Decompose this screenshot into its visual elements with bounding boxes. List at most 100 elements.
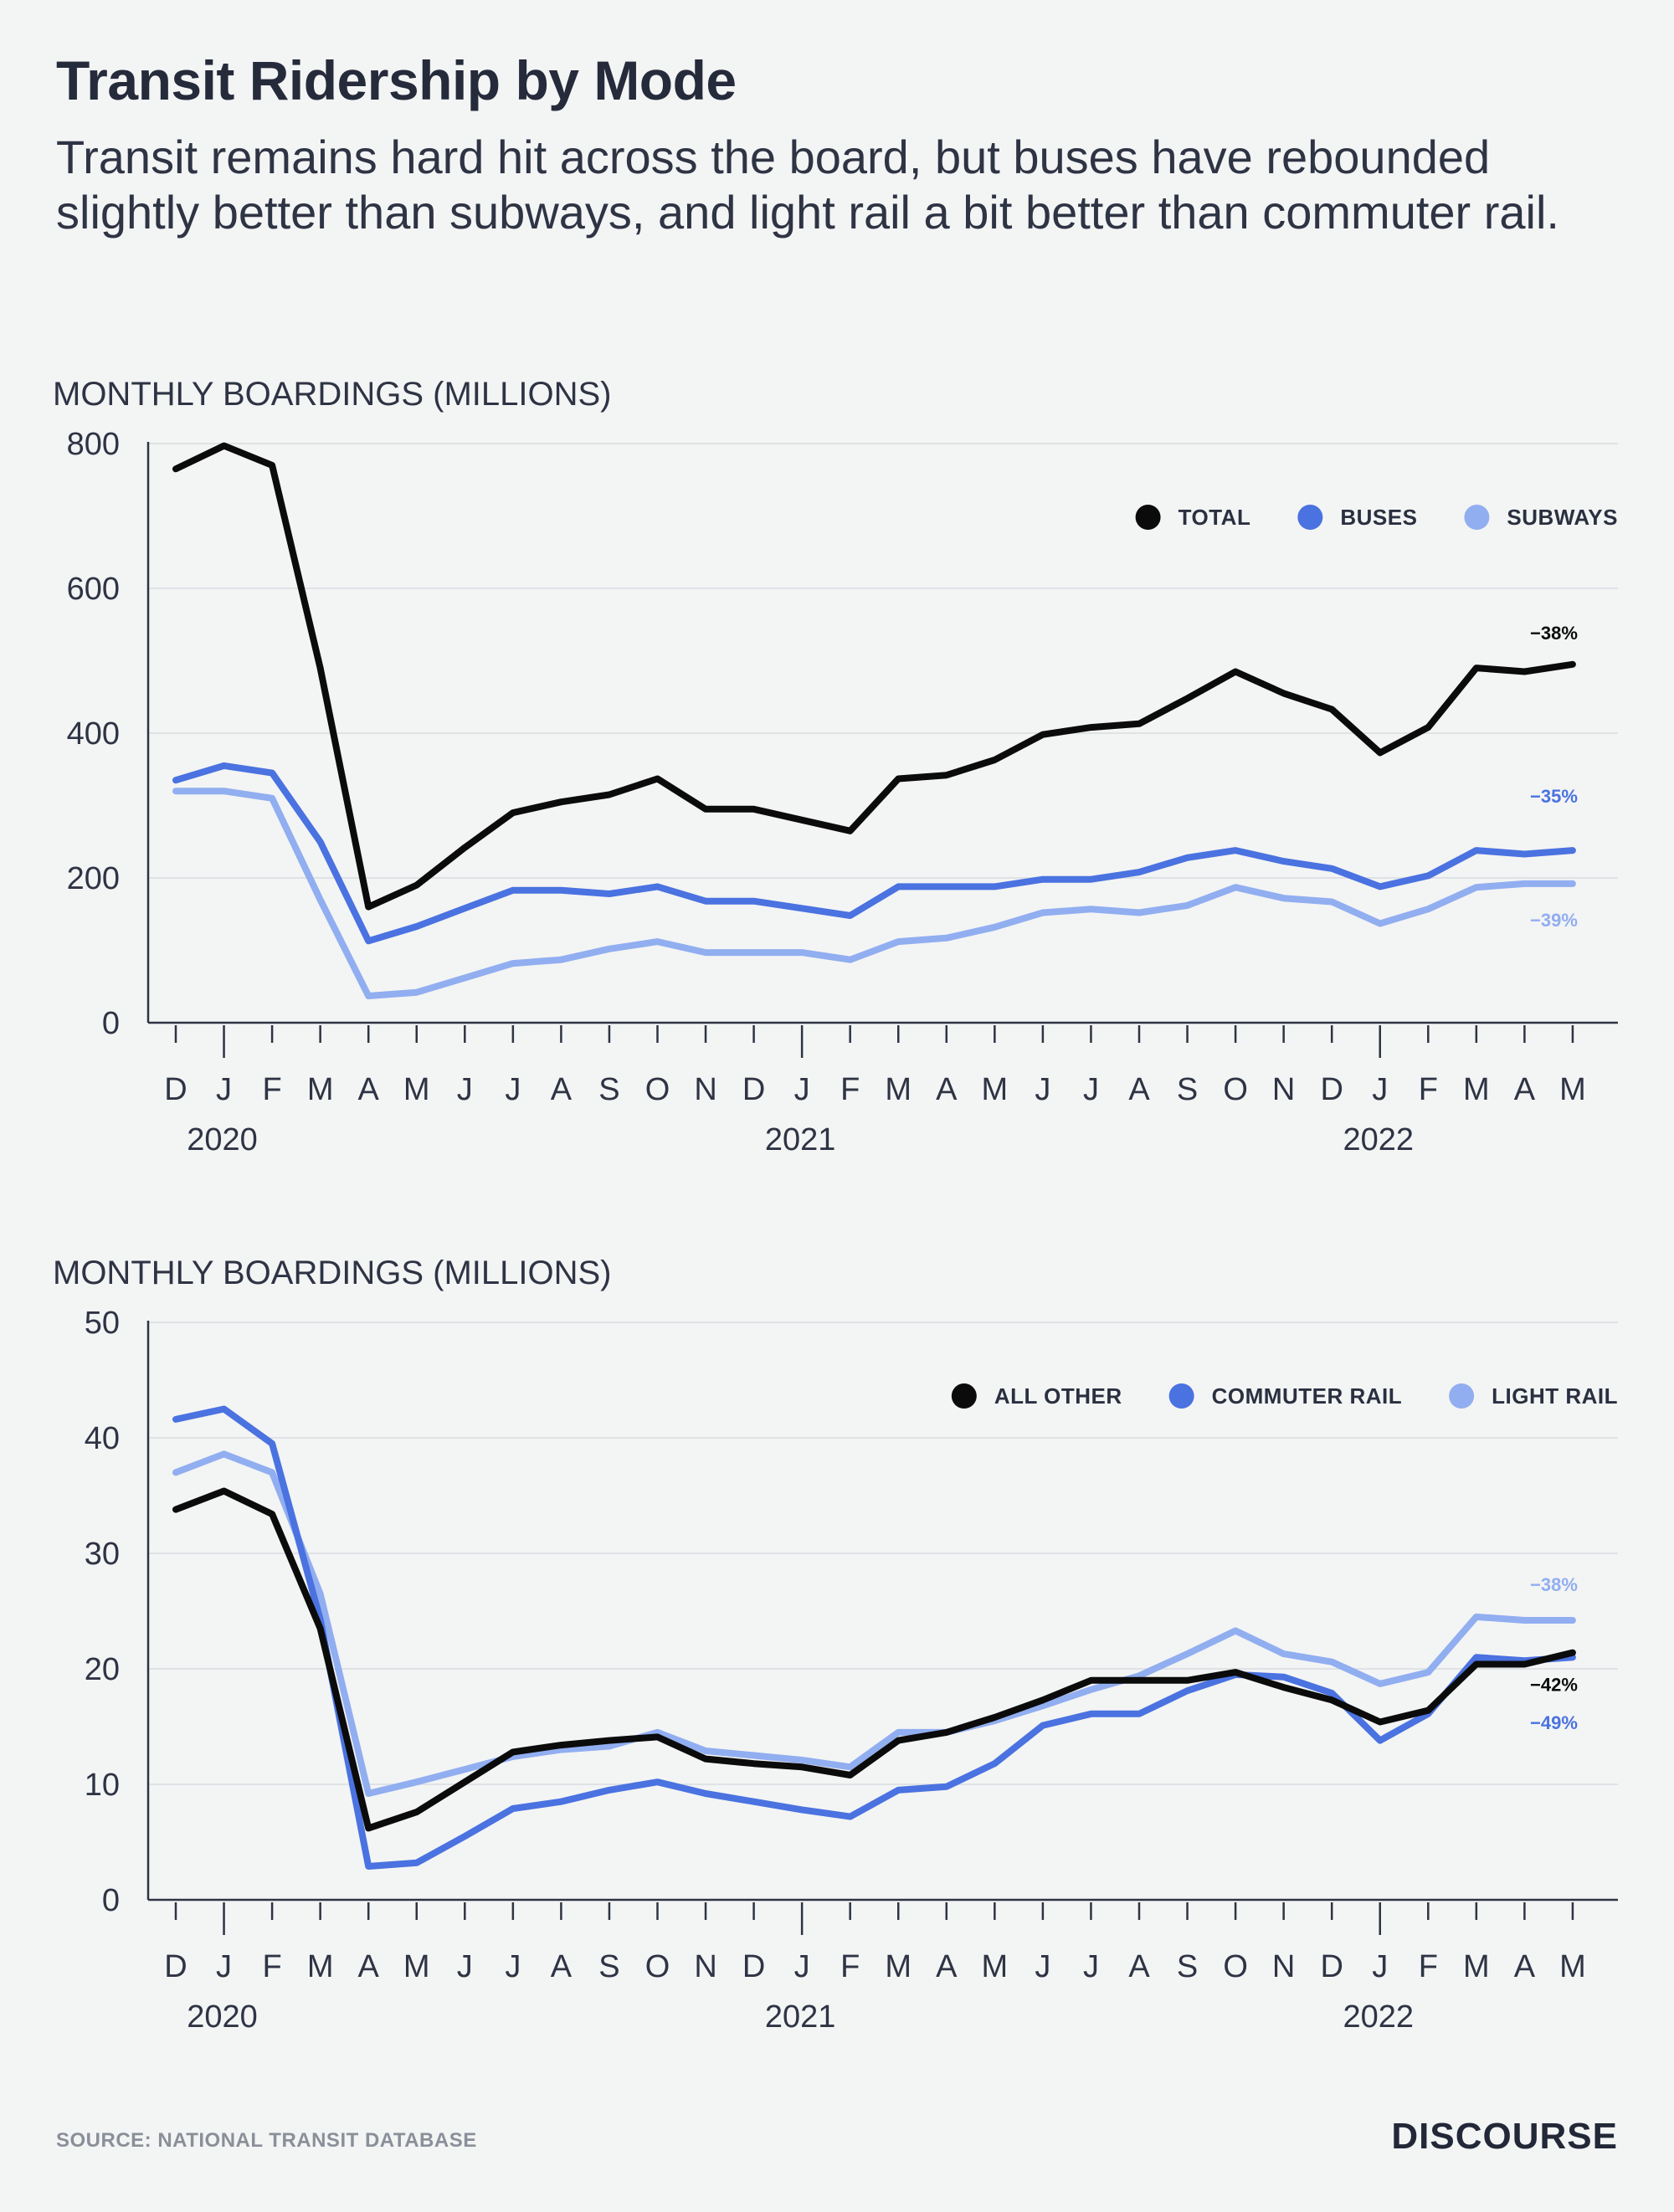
x-tick-label: D xyxy=(742,1949,765,1984)
series-total xyxy=(172,442,1576,911)
y-tick-label: 0 xyxy=(102,1006,120,1041)
x-tick-label: J xyxy=(505,1949,521,1984)
x-tick-label: M xyxy=(307,1949,334,1984)
year-label: 2021 xyxy=(765,1122,836,1157)
x-tick-label: D xyxy=(742,1072,765,1107)
x-tick-label: J xyxy=(794,1072,810,1107)
x-tick-label: D xyxy=(164,1949,187,1984)
legend-label: SUBWAYS xyxy=(1507,505,1618,530)
end-label: −39% xyxy=(1530,910,1578,931)
series-line xyxy=(172,1405,1576,1870)
x-tick-label: D xyxy=(1320,1072,1343,1107)
x-tick-label: A xyxy=(1514,1072,1536,1107)
x-tick-label: D xyxy=(164,1072,187,1107)
y-axis-label: MONTHLY BOARDINGS (MILLIONS) xyxy=(53,376,612,413)
series-commuter-rail xyxy=(172,1405,1576,1870)
source-note: SOURCE: NATIONAL TRANSIT DATABASE xyxy=(56,2129,477,2152)
legend-label: ALL OTHER xyxy=(994,1383,1122,1409)
x-tick-label: S xyxy=(1177,1949,1198,1984)
x-tick-label: M xyxy=(982,1949,1009,1984)
end-label: −38% xyxy=(1530,623,1578,644)
legend-label: LIGHT RAIL xyxy=(1492,1383,1618,1409)
x-tick-label: A xyxy=(1128,1072,1150,1107)
x-tick-label: N xyxy=(694,1949,716,1984)
end-label: −35% xyxy=(1530,786,1578,807)
y-tick-label: 50 xyxy=(85,1306,120,1341)
legend-swatch xyxy=(1449,1383,1475,1409)
x-tick-label: F xyxy=(840,1072,860,1107)
legend-swatch xyxy=(1297,505,1323,530)
x-tick-label: F xyxy=(1419,1949,1438,1984)
x-tick-label: A xyxy=(936,1072,958,1107)
x-tick-label: M xyxy=(1559,1072,1586,1107)
x-tick-label: A xyxy=(1514,1949,1536,1984)
series-all-other xyxy=(172,1487,1576,1832)
y-axis-label: MONTHLY BOARDINGS (MILLIONS) xyxy=(53,1255,612,1291)
series-buses xyxy=(172,762,1576,945)
x-tick-label: M xyxy=(1559,1949,1586,1984)
end-label: −38% xyxy=(1530,1574,1578,1595)
x-tick-label: J xyxy=(1372,1072,1388,1107)
x-tick-label: N xyxy=(694,1072,716,1107)
x-tick-label: F xyxy=(262,1072,281,1107)
x-tick-label: M xyxy=(1463,1072,1490,1107)
legend-label: BUSES xyxy=(1340,505,1417,530)
x-tick-label: N xyxy=(1272,1949,1295,1984)
y-tick-label: 200 xyxy=(67,861,120,896)
x-tick-label: D xyxy=(1320,1949,1343,1984)
x-tick-label: M xyxy=(403,1072,430,1107)
x-tick-label: O xyxy=(645,1072,670,1107)
x-tick-label: F xyxy=(840,1949,860,1984)
y-tick-label: 10 xyxy=(85,1768,120,1803)
x-tick-label: J xyxy=(505,1072,521,1107)
top-chart: MONTHLY BOARDINGS (MILLIONS) 0 200 400 600 80… xyxy=(0,360,1674,1163)
series-line xyxy=(172,1487,1576,1832)
series-light-rail xyxy=(172,1450,1576,1797)
y-tick-label: 30 xyxy=(85,1537,120,1572)
bottom-chart-svg: MONTHLY BOARDINGS (MILLIONS) 0 10 20 30 40 50 D… xyxy=(53,1255,1618,2035)
x-tick-label: A xyxy=(936,1949,958,1984)
x-tick-label: J xyxy=(1035,1072,1050,1107)
year-label: 2022 xyxy=(1343,1999,1414,2035)
bottom-chart: MONTHLY BOARDINGS (MILLIONS) 0 10 20 30 40 50 D… xyxy=(0,1237,1674,2074)
year-label: 2021 xyxy=(765,1999,836,2035)
year-label: 2020 xyxy=(187,1999,258,2035)
legend-swatch xyxy=(1464,505,1490,530)
legend-label: TOTAL xyxy=(1178,505,1251,530)
x-tick-label: M xyxy=(982,1072,1009,1107)
top-chart-svg: MONTHLY BOARDINGS (MILLIONS) 0 200 400 600 80… xyxy=(53,376,1618,1157)
y-tick-label: 800 xyxy=(67,427,120,462)
legend-label: COMMUTER RAIL xyxy=(1212,1383,1402,1409)
x-tick-label: J xyxy=(1035,1949,1050,1984)
x-tick-label: F xyxy=(262,1949,281,1984)
series-line xyxy=(172,442,1576,911)
x-tick-label: J xyxy=(794,1949,810,1984)
y-tick-label: 20 xyxy=(85,1652,120,1687)
y-tick-label: 0 xyxy=(102,1883,120,1918)
x-tick-label: J xyxy=(216,1072,232,1107)
y-tick-label: 40 xyxy=(85,1421,120,1456)
x-tick-label: O xyxy=(645,1949,670,1984)
x-tick-label: J xyxy=(1083,1072,1099,1107)
series-line xyxy=(172,788,1576,999)
page-title: Transit Ridership by Mode xyxy=(56,49,737,111)
page-subtitle: Transit remains hard hit across the boar… xyxy=(56,131,1559,239)
x-tick-label: S xyxy=(598,1072,619,1107)
x-tick-label: J xyxy=(1372,1949,1388,1984)
end-label: −49% xyxy=(1530,1712,1578,1733)
y-tick-label: 400 xyxy=(67,716,120,752)
brand-logo: DISCOURSE xyxy=(1391,2116,1618,2157)
x-tick-label: M xyxy=(307,1072,334,1107)
x-tick-label: A xyxy=(551,1949,573,1984)
x-tick-label: S xyxy=(598,1949,619,1984)
x-tick-label: O xyxy=(1223,1072,1248,1107)
x-tick-label: J xyxy=(1083,1949,1099,1984)
x-tick-label: M xyxy=(1463,1949,1490,1984)
year-label: 2022 xyxy=(1343,1122,1414,1157)
x-tick-label: M xyxy=(885,1072,911,1107)
legend-swatch xyxy=(951,1383,977,1409)
legend-swatch xyxy=(1135,505,1161,530)
x-tick-label: M xyxy=(885,1949,911,1984)
x-tick-label: M xyxy=(403,1949,430,1984)
x-tick-label: F xyxy=(1419,1072,1438,1107)
